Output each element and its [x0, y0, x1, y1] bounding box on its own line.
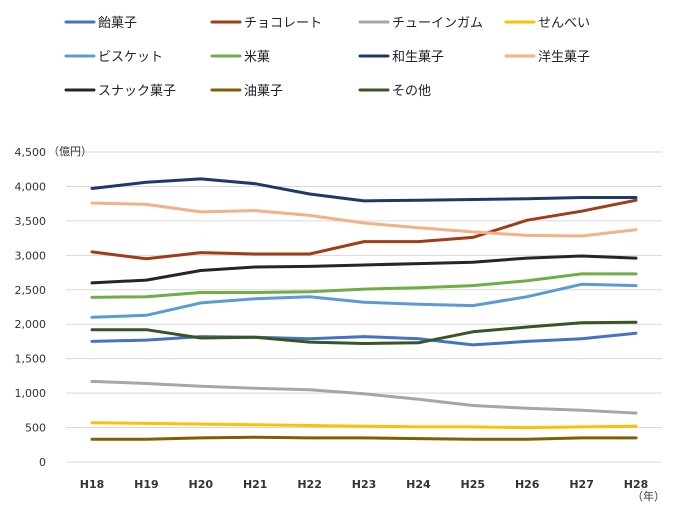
- y-tick-label: 4,000: [15, 180, 47, 193]
- legend-item: 和生菓子: [358, 50, 444, 65]
- series-line-8: [90, 254, 638, 285]
- legend-label: その他: [392, 84, 431, 99]
- legend-item: その他: [358, 84, 431, 99]
- y-tick-label: 0: [39, 456, 46, 469]
- y-tick-label: 2,000: [15, 318, 47, 331]
- legend-label: 飴菓子: [98, 16, 137, 31]
- x-axis-unit-label: （年）: [632, 489, 665, 503]
- series-line-0: [90, 331, 638, 347]
- y-tick-label: 500: [25, 422, 46, 435]
- x-tick-label: H19: [134, 478, 159, 491]
- y-tick-label: 2,500: [15, 284, 47, 297]
- series-line-6: [90, 177, 638, 203]
- series-line-5: [90, 272, 638, 299]
- x-tick-label: H23: [352, 478, 377, 491]
- y-tick-label: 1,000: [15, 387, 47, 400]
- x-tick-label: H21: [243, 478, 268, 491]
- legend-item: ビスケット: [64, 50, 163, 65]
- legend-item: チョコレート: [210, 16, 322, 31]
- x-axis: H18 H19 H20 H21 H22 H23 H24 H25 H26 H27 H28: [80, 478, 649, 491]
- x-tick-label: H28: [624, 478, 649, 491]
- legend-item: 米菓: [210, 50, 270, 65]
- legend-label: 洋生菓子: [538, 50, 590, 65]
- legend-item: 洋生菓子: [504, 50, 590, 65]
- legend-item: チューインガム: [358, 16, 483, 31]
- legend-label: 油菓子: [244, 84, 283, 99]
- legend-item: 油菓子: [210, 84, 283, 99]
- y-tick-label: 3,500: [15, 215, 47, 228]
- series-lines: [90, 177, 638, 441]
- x-tick-label: H24: [406, 478, 431, 491]
- legend-label: せんべい: [538, 16, 590, 31]
- y-tick-label: 1,500: [15, 353, 47, 366]
- legend-item: スナック菓子: [64, 84, 176, 99]
- series-line-1: [90, 198, 638, 261]
- x-tick-label: H26: [515, 478, 540, 491]
- y-tick-label: 4,500: [15, 146, 47, 159]
- legend-item: せんべい: [504, 16, 590, 31]
- y-axis-unit-label: （億円）: [48, 145, 92, 158]
- x-tick-label: H25: [461, 478, 486, 491]
- y-axis: 0 500 1,000 1,500 2,000 2,500 3,000 3,500 4,000 4…: [15, 146, 47, 469]
- x-tick-label: H18: [80, 478, 105, 491]
- series-line-3: [90, 421, 638, 430]
- x-tick-label: H22: [297, 478, 322, 491]
- x-tick-label: H27: [569, 478, 594, 491]
- legend-label: 和生菓子: [392, 50, 444, 65]
- series-line-4: [90, 282, 638, 319]
- legend-label: 米菓: [244, 50, 270, 65]
- legend-item: 飴菓子: [64, 16, 137, 31]
- legend-label: チューインガム: [392, 16, 483, 31]
- x-tick-label: H20: [189, 478, 214, 491]
- series-line-10: [90, 320, 638, 345]
- series-line-2: [90, 379, 638, 415]
- y-tick-label: 3,000: [15, 249, 47, 262]
- legend-label: チョコレート: [244, 16, 322, 31]
- series-line-9: [90, 435, 638, 441]
- legend-label: ビスケット: [98, 50, 163, 65]
- legend-label: スナック菓子: [98, 84, 176, 99]
- series-line-7: [90, 201, 638, 238]
